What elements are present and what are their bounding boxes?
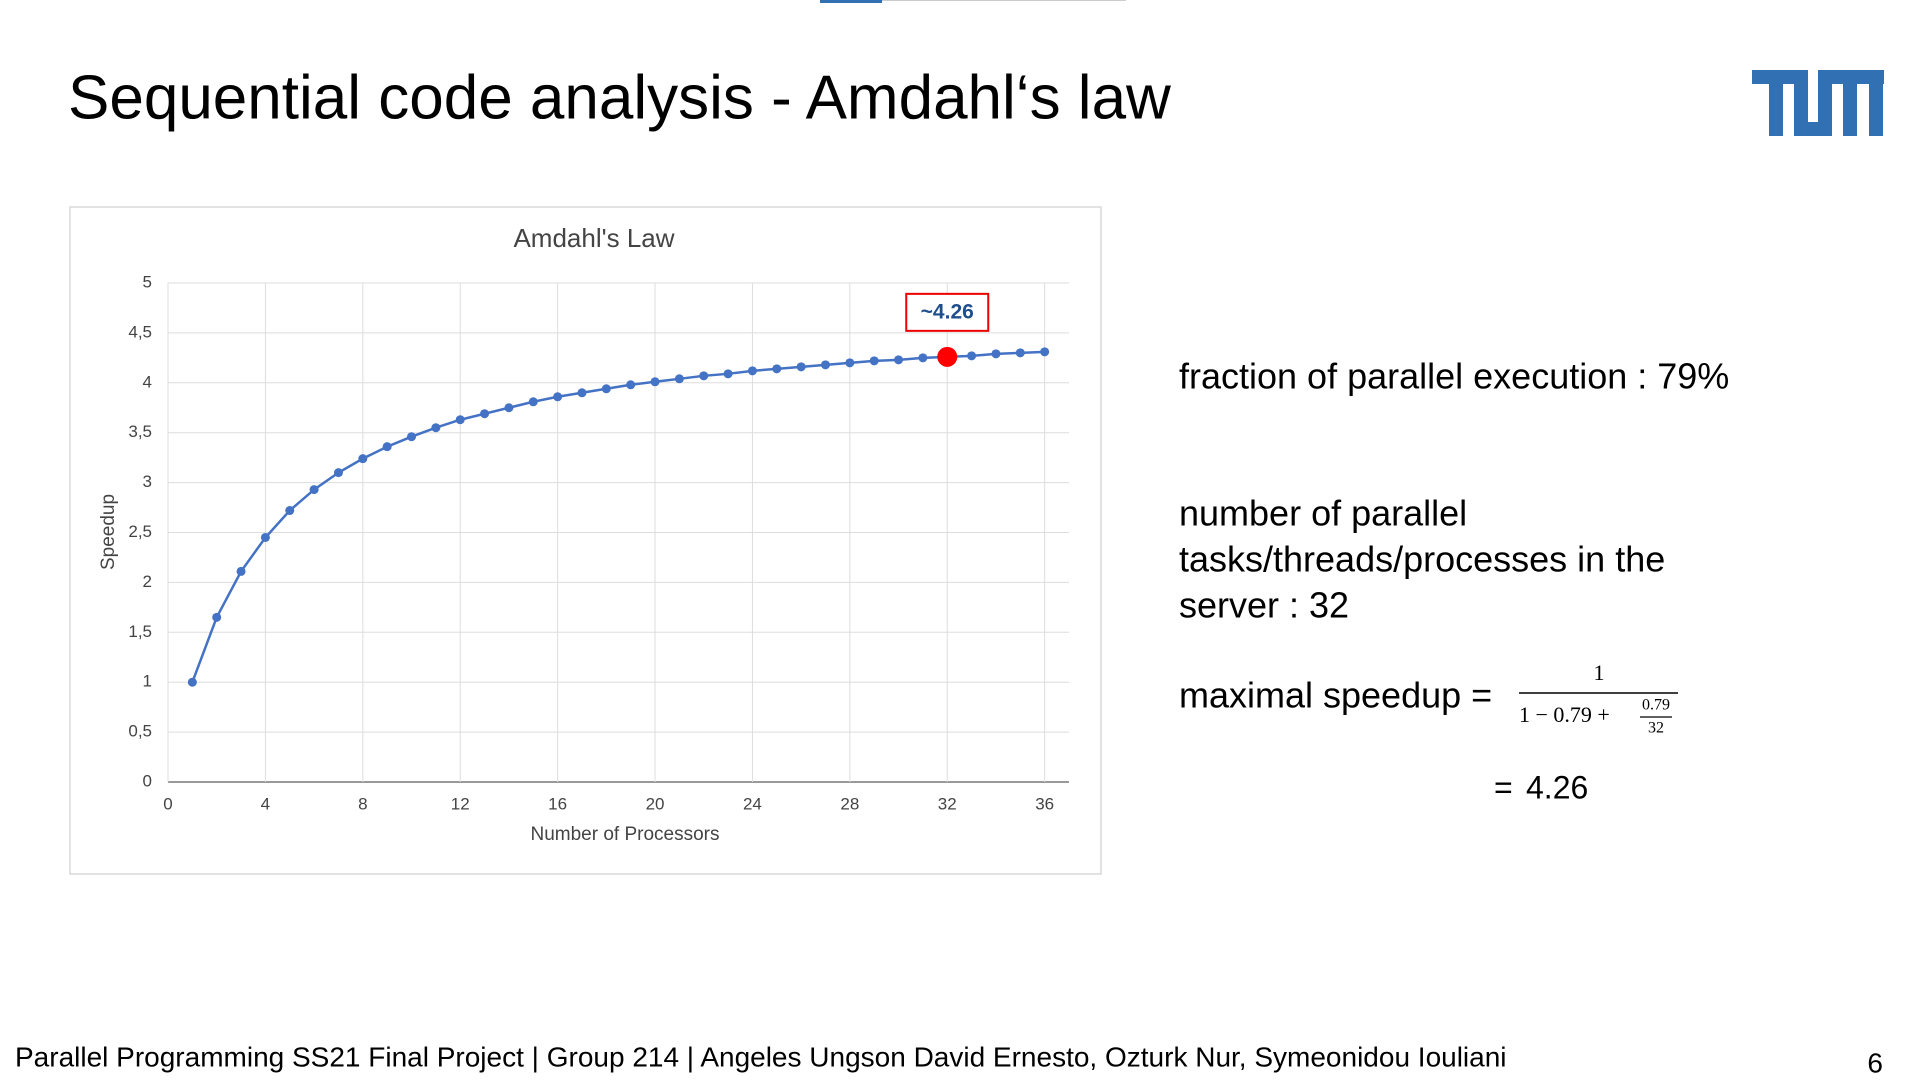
x-tick-label: 24 [743,794,762,813]
x-tick-label: 4 [261,794,270,813]
x-tick-label: 36 [1035,794,1054,813]
point [285,506,295,516]
fact-text: number of parallel [1179,493,1467,534]
point [650,377,660,387]
y-axis-label: Speedup [98,494,119,570]
point [723,369,733,379]
y-tick-label: 3,5 [128,422,152,441]
point [309,485,319,495]
point [699,371,709,381]
annotation-label: ~4.26 [921,300,974,323]
point [382,442,392,452]
point [528,397,538,407]
point [236,566,246,576]
fact-text: server : 32 [1179,585,1349,626]
x-tick-label: 16 [548,794,567,813]
point [212,612,222,622]
x-tick-label: 8 [358,794,367,813]
point [845,358,855,368]
slide-title: Sequential code analysis - Amdahl‘s law [68,63,1171,132]
point [991,349,1001,359]
formula-equals: = [1494,769,1513,805]
point [674,374,684,384]
y-tick-label: 3 [143,472,152,491]
tum-logo [1752,70,1884,136]
point [918,353,928,363]
x-tick-label: 28 [840,794,859,813]
formula-denominator: 1 − 0.79 + [1519,702,1610,727]
y-tick-label: 1,5 [128,622,152,641]
point [553,392,563,402]
plot: 0 0,5 1 1,5 2 2,5 3 3,5 4 4,5 5 0 4 8 12 16 20 24 28 32 36 ~4… [128,272,1069,813]
progress-track [882,0,1126,1]
point [1015,348,1025,358]
point [772,364,782,374]
point [333,468,343,478]
fact-text: tasks/threads/processes in the [1179,539,1665,580]
x-axis-label: Number of Processors [530,824,719,845]
point [187,677,197,687]
point [577,388,587,398]
point [894,355,904,365]
formula-numerator: 1 [1594,660,1605,685]
y-tick-label: 4 [143,372,152,391]
point [796,362,806,372]
x-tick-label: 12 [451,794,470,813]
point [358,454,368,464]
x-tick-label: 32 [938,794,957,813]
y-tick-label: 0 [143,771,152,790]
page-number: 6 [1867,1047,1883,1078]
progress-bar [820,0,882,3]
highlight-point [937,346,958,367]
point [431,423,441,433]
y-tick-label: 4,5 [128,322,152,341]
y-tick-label: 1 [143,672,152,691]
annotation-box [905,292,990,332]
formula-label: maximal speedup = [1179,675,1492,716]
formula-inner-numerator: 0.79 [1642,697,1670,714]
point [869,356,879,366]
point [601,384,611,394]
footer: Parallel Programming SS21 Final Project … [15,1041,1507,1072]
y-tick-label: 0,5 [128,722,152,741]
y-tick-label: 2,5 [128,522,152,541]
fact-text: fraction of parallel execution : 79% [1179,356,1729,397]
point [504,403,514,413]
point [626,380,636,390]
y-tick-label: 2 [143,572,152,591]
point [820,360,830,370]
y-tick-label: 5 [143,272,152,291]
point [260,532,270,542]
point [1040,347,1050,357]
point [967,351,977,361]
point [407,432,417,442]
chart-title: Amdahl's Law [513,223,674,253]
point [480,409,490,419]
x-tick-label: 0 [163,794,172,813]
formula-inner-denominator: 32 [1648,720,1664,737]
point [455,415,465,425]
x-tick-label: 20 [646,794,665,813]
point [747,366,757,376]
formula-result: 4.26 [1526,769,1588,805]
